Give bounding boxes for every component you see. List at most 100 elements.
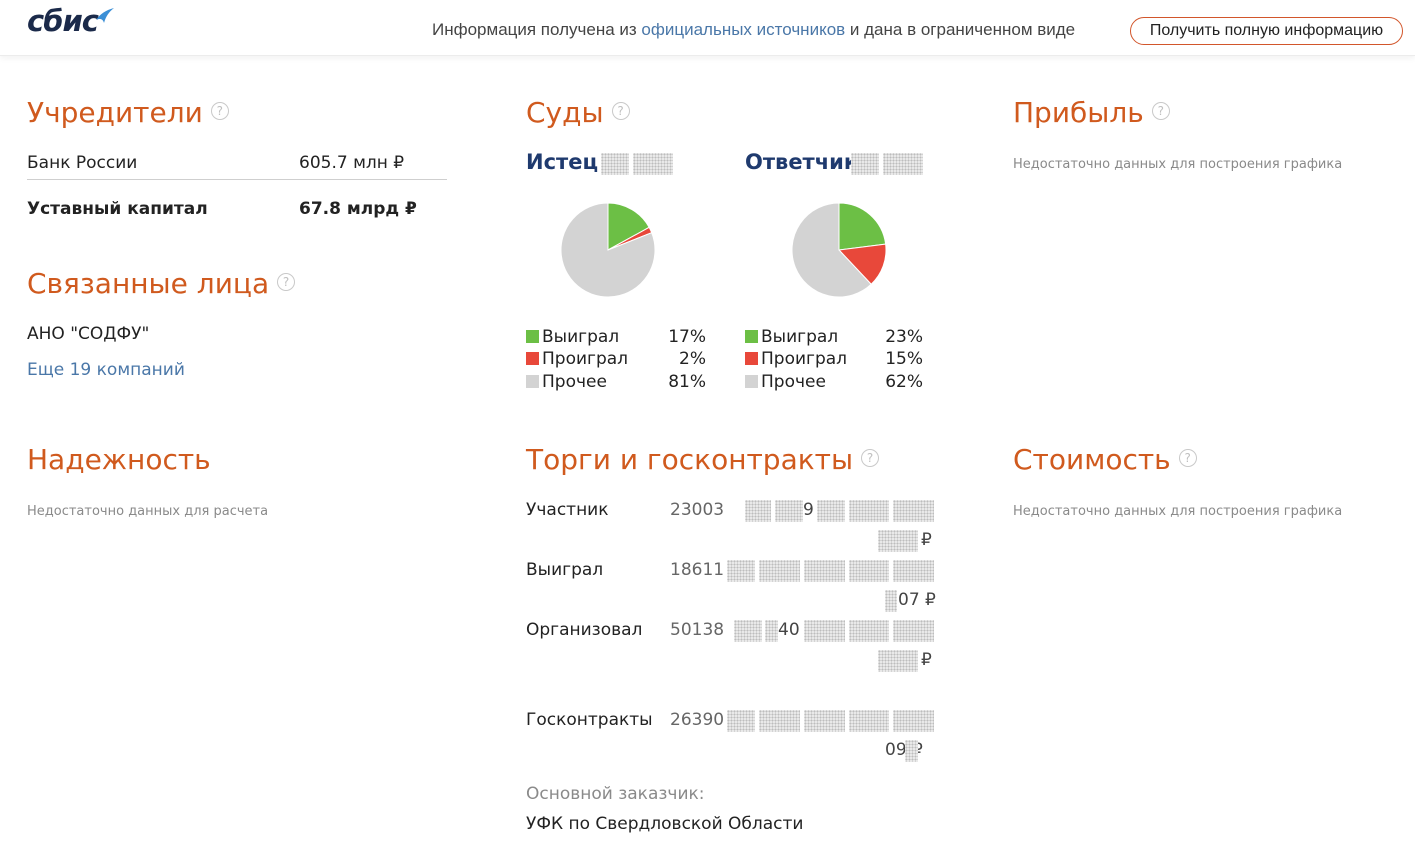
legend-swatch-other (526, 375, 539, 388)
profit-title-text: Прибыль (1013, 96, 1144, 129)
courts-title-text: Суды (526, 96, 604, 129)
redacted-amount (727, 710, 755, 732)
redacted-amount (878, 530, 918, 552)
tender-row-count[interactable]: 23003 (670, 500, 725, 520)
top-bar: сбис Информация получена из официальных … (0, 0, 1415, 56)
help-icon[interactable]: ? (210, 102, 229, 120)
redacted-amount (745, 500, 771, 522)
tender-row-count[interactable]: 18611 (670, 560, 725, 580)
cost-title-text: Стоимость (1013, 443, 1171, 476)
redacted-amount (893, 710, 934, 732)
redacted-amount (893, 500, 934, 522)
redacted-amount (804, 560, 845, 582)
redacted-amount (734, 620, 762, 642)
defendant-pie-chart (791, 202, 887, 298)
divider (27, 179, 447, 180)
legend-won: Выиграл (745, 327, 838, 347)
redacted-amount (759, 710, 800, 732)
main-customer-label: Основной заказчик: (526, 784, 705, 804)
redacted-amount (804, 620, 845, 642)
pie-slice-other (560, 202, 656, 298)
redacted-amount (849, 710, 889, 732)
legend-pct: 15% (885, 349, 923, 369)
capital-value: 67.8 млрд ₽ (299, 199, 417, 219)
redacted-count (601, 153, 629, 175)
tender-row-label: Участник (526, 500, 609, 520)
official-sources-link[interactable]: официальных источников (641, 20, 846, 39)
related-title-text: Связанные лица (27, 267, 270, 300)
redacted-amount (849, 620, 889, 642)
reliability-title-text: Надежность (27, 443, 211, 476)
help-icon[interactable]: ? (861, 449, 880, 467)
get-full-info-button[interactable]: Получить полную информацию (1130, 17, 1403, 45)
related-company[interactable]: АНО "СОДФУ" (27, 324, 150, 344)
help-icon[interactable]: ? (1178, 449, 1197, 467)
tender-row-count[interactable]: 50138 (670, 620, 725, 640)
legend-swatch-won (526, 330, 539, 343)
redacted-amount (849, 500, 889, 522)
tenders-title-text: Торги и госконтракты (526, 443, 854, 476)
capital-label: Уставный капитал (27, 199, 208, 219)
legend-pct: 2% (679, 349, 706, 369)
legend-lost: Проиграл (745, 349, 847, 369)
legend-label: Проиграл (761, 349, 848, 369)
legend-lost: Проиграл (526, 349, 628, 369)
legend-label: Прочее (761, 372, 826, 392)
legend-other: Прочее (526, 372, 607, 392)
legend-label: Выиграл (542, 327, 620, 347)
courts-section-title: Суды? (526, 96, 630, 129)
redacted-count (851, 153, 879, 175)
bird-logo-icon (96, 8, 114, 23)
related-section-title: Связанные лица? (27, 267, 296, 300)
main-customer-name[interactable]: УФК по Свердловской Области (526, 814, 804, 834)
redacted-amount (727, 560, 755, 582)
redacted-amount (759, 560, 800, 582)
amount-fragment: ₽ (921, 650, 932, 670)
legend-won: Выиграл (526, 327, 619, 347)
redacted-amount (817, 500, 845, 522)
profit-no-data-note: Недостаточно данных для построения графи… (1013, 157, 1343, 172)
legend-pct: 62% (885, 372, 923, 392)
redacted-count (633, 153, 673, 175)
redacted-amount (849, 560, 889, 582)
source-notice: Информация получена из официальных источ… (432, 20, 1075, 40)
redacted-amount (765, 620, 778, 642)
legend-pct: 23% (885, 327, 923, 347)
pie-slice-won (838, 202, 887, 251)
legend-swatch-lost (526, 352, 539, 365)
founder-name[interactable]: Банк России (27, 153, 138, 173)
redacted-count (883, 153, 923, 175)
legend-other: Прочее (745, 372, 826, 392)
help-icon[interactable]: ? (1151, 102, 1170, 120)
profit-section-title: Прибыль? (1013, 96, 1170, 129)
sbis-logo[interactable]: сбис (27, 4, 99, 38)
source-notice-prefix: Информация получена из (432, 20, 637, 39)
source-notice-suffix: и дана в ограниченном виде (849, 20, 1076, 39)
redacted-amount (775, 500, 803, 522)
legend-label: Выиграл (761, 327, 839, 347)
plaintiff-pie-chart (560, 202, 656, 298)
defendant-title: Ответчик (745, 150, 859, 174)
amount-fragment: ₽ (921, 530, 932, 550)
legend-swatch-won (745, 330, 758, 343)
legend-swatch-other (745, 375, 758, 388)
tender-row-label: Госконтракты (526, 710, 653, 730)
redacted-amount (804, 710, 845, 732)
more-companies-link[interactable]: Еще 19 компаний (27, 360, 185, 380)
amount-fragment: 07 ₽ (898, 590, 936, 610)
tender-row-count[interactable]: 26390 (670, 710, 725, 730)
tenders-section-title: Торги и госконтракты? (526, 443, 880, 476)
help-icon[interactable]: ? (277, 273, 296, 291)
legend-pct: 81% (668, 372, 706, 392)
help-icon[interactable]: ? (611, 102, 630, 120)
redacted-amount (905, 740, 918, 762)
founders-section-title: Учредители? (27, 96, 229, 129)
founder-share: 605.7 млн ₽ (299, 153, 405, 173)
legend-label: Прочее (542, 372, 607, 392)
founders-title-text: Учредители (27, 96, 203, 129)
cost-section-title: Стоимость? (1013, 443, 1197, 476)
reliability-no-data-note: Недостаточно данных для расчета (27, 504, 269, 519)
pie-slice-won (607, 202, 650, 251)
redacted-amount (893, 560, 934, 582)
pie-slice-other (791, 202, 872, 298)
